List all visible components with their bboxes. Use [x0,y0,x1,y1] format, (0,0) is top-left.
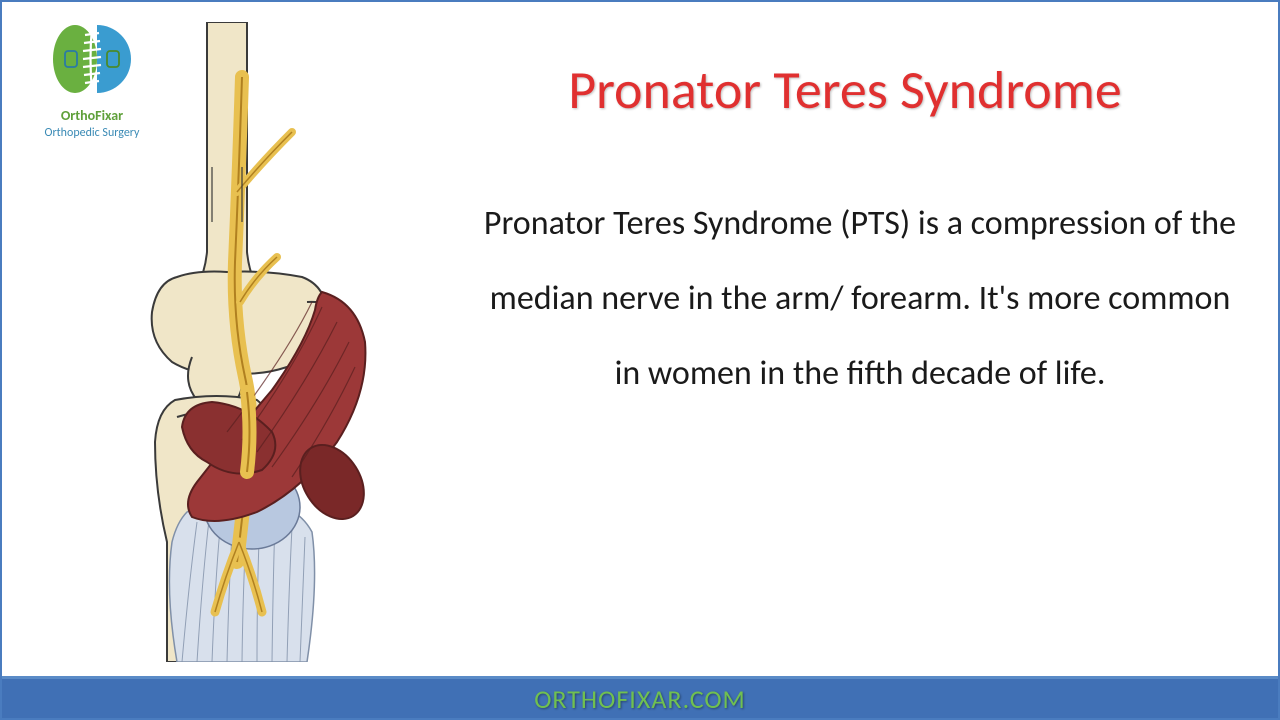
body-paragraph: Pronator Teres Syndrome (PTS) is a compr… [482,187,1238,411]
footer-bar: ORTHOFIXAR.COM [2,676,1278,718]
footer-url: ORTHOFIXAR.COM [534,683,746,715]
anatomy-diagram [97,22,397,662]
page-title: Pronator Teres Syndrome [452,57,1238,123]
